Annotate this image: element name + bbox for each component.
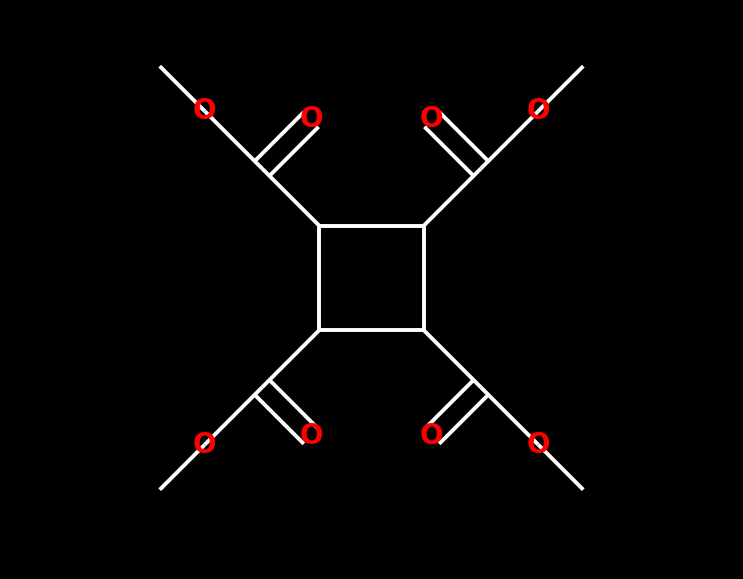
Text: O: O [299,423,323,450]
Text: O: O [420,105,444,133]
Text: O: O [527,97,550,125]
Text: O: O [299,105,323,133]
Text: O: O [193,97,216,125]
Text: O: O [527,431,550,459]
Text: O: O [193,431,216,459]
Text: O: O [420,423,444,450]
